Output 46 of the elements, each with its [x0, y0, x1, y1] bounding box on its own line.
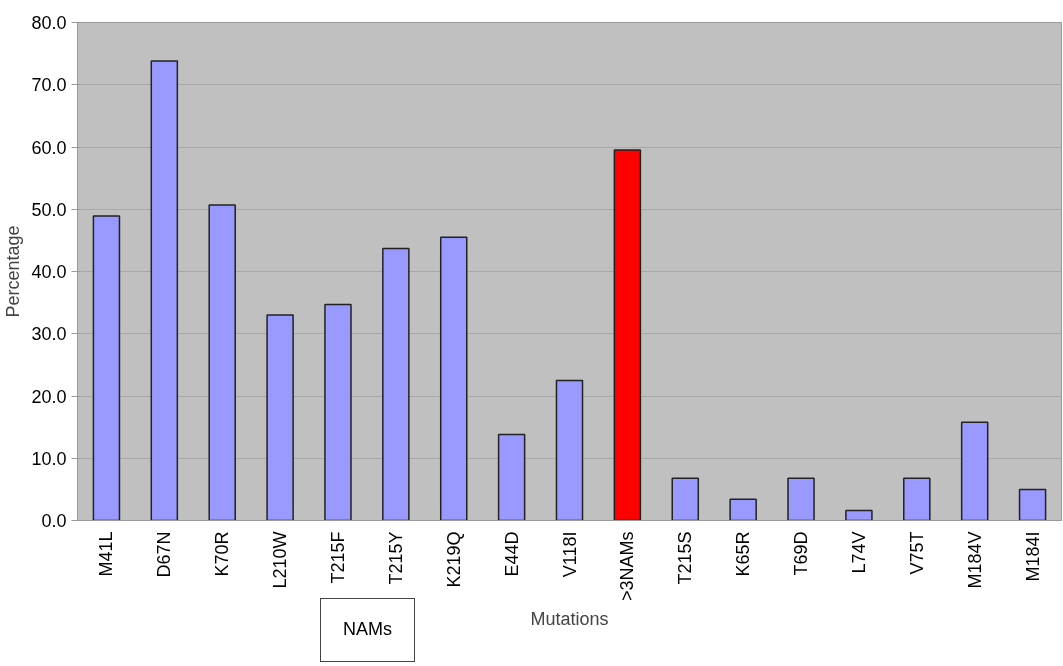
bar	[208, 204, 236, 521]
x-axis-title: Mutations	[530, 609, 609, 630]
bar	[382, 247, 410, 521]
bar	[266, 314, 294, 521]
bar	[903, 477, 931, 521]
y-tick-label: 30.0	[31, 324, 67, 345]
y-tick-label: 40.0	[31, 262, 67, 282]
y-tick-label: 60.0	[31, 137, 67, 158]
bar	[497, 433, 526, 521]
bar	[555, 379, 584, 521]
x-tick-label: T69D	[791, 531, 812, 576]
x-tick-label: >3NAMs	[617, 531, 638, 602]
bar	[671, 477, 700, 521]
x-tick-label: T215S	[675, 531, 696, 585]
y-tick-label: 70.0	[31, 75, 67, 96]
y-tick-label: 0.0	[41, 511, 67, 531]
x-tick-label: V75T	[906, 531, 927, 575]
bar	[787, 477, 815, 521]
bar	[613, 149, 642, 521]
x-tick-label: K219Q	[443, 531, 464, 588]
bar	[150, 60, 179, 521]
text: NAMs	[343, 618, 392, 641]
y-tick-label: 20.0	[31, 386, 67, 407]
bar	[439, 236, 468, 521]
x-tick-label: T215F	[327, 531, 348, 584]
x-tick-label: L210W	[270, 531, 291, 589]
bar	[324, 303, 352, 521]
x-tick-label: M184V	[964, 531, 985, 589]
bar	[845, 509, 873, 521]
y-tick-label: 80.0	[31, 13, 67, 33]
x-tick-label: V118I	[559, 531, 580, 578]
bar	[1018, 488, 1047, 521]
bar	[92, 215, 121, 521]
y-tick-label: 50.0	[31, 199, 67, 220]
bar	[729, 498, 757, 521]
x-tick-label: E44D	[501, 531, 522, 577]
y-tick-label: 10.0	[31, 448, 67, 469]
y-axis-title: Percentage	[3, 225, 24, 318]
x-tick-label: L74V	[848, 531, 869, 574]
x-tick-label: K65R	[733, 531, 754, 577]
x-tick-label: K70R	[212, 531, 233, 577]
x-tick-label: D67N	[154, 531, 175, 578]
bar	[960, 421, 989, 521]
x-tick-label: T215Y	[385, 531, 406, 585]
x-tick-label: M41L	[96, 531, 117, 577]
x-tick-label: M184I	[1022, 531, 1043, 582]
